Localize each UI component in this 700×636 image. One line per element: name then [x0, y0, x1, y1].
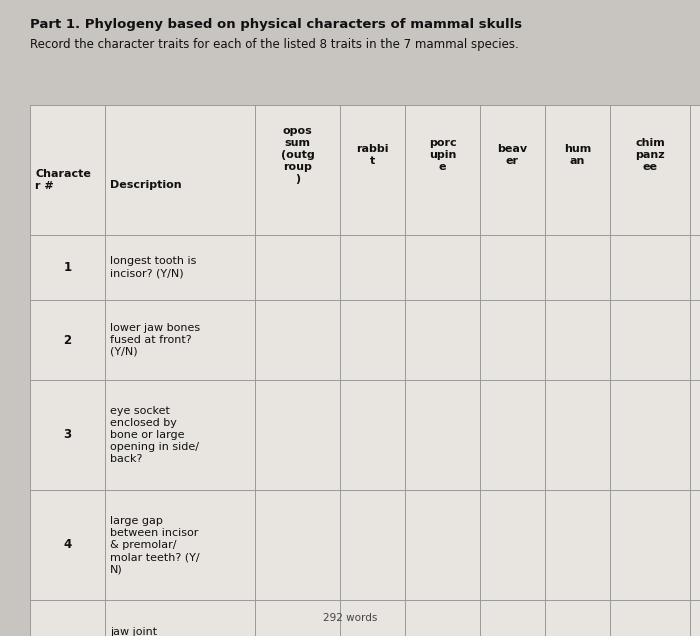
Text: Description: Description: [110, 180, 181, 190]
Text: beav
er: beav er: [498, 144, 528, 166]
Text: Part 1. Phylogeny based on physical characters of mammal skulls: Part 1. Phylogeny based on physical char…: [30, 18, 522, 31]
Text: 1: 1: [64, 261, 71, 274]
Text: Record the character traits for each of the listed 8 traits in the 7 mammal spec: Record the character traits for each of …: [30, 38, 519, 51]
Text: opos
sum
(outg
roup
): opos sum (outg roup ): [281, 126, 314, 184]
Text: 292 words: 292 words: [323, 613, 377, 623]
Text: eye socket
enclosed by
bone or large
opening in side/
back?: eye socket enclosed by bone or large ope…: [110, 406, 199, 464]
Text: 2: 2: [64, 333, 71, 347]
Text: lower jaw bones
fused at front?
(Y/N): lower jaw bones fused at front? (Y/N): [110, 323, 200, 357]
Text: jaw joint
position (level
with molars or
above molars?): jaw joint position (level with molars or…: [110, 627, 196, 636]
Text: chim
panz
ee: chim panz ee: [635, 138, 665, 172]
Text: porc
upin
e: porc upin e: [428, 138, 456, 172]
Text: hum
an: hum an: [564, 144, 591, 166]
Text: rabbi
t: rabbi t: [356, 144, 389, 166]
Text: 4: 4: [64, 539, 71, 551]
Text: longest tooth is
incisor? (Y/N): longest tooth is incisor? (Y/N): [110, 256, 197, 279]
Text: large gap
between incisor
& premolar/
molar teeth? (Y/
N): large gap between incisor & premolar/ mo…: [110, 516, 200, 574]
Text: Characte
r #: Characte r #: [35, 169, 91, 191]
Text: 3: 3: [64, 429, 71, 441]
